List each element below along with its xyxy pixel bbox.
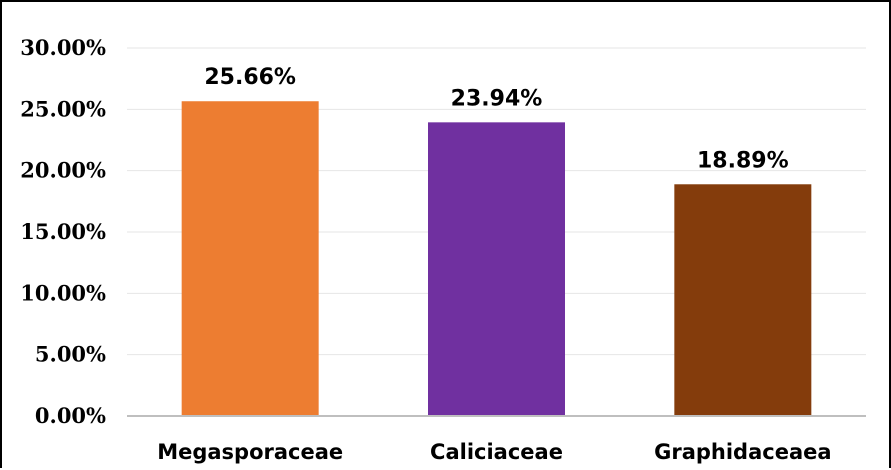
bar-caliciaceae: [428, 122, 565, 416]
data-label: 25.66%: [204, 65, 296, 90]
y-tick-label: 10.00%: [20, 280, 106, 305]
category-label: Caliciaceae: [430, 440, 563, 464]
data-label: 23.94%: [451, 86, 543, 111]
y-tick-label: 30.00%: [20, 35, 106, 60]
y-tick-label: 15.00%: [20, 219, 106, 244]
bar-graphidaceaea: [674, 184, 812, 416]
x-axis-category-labels: Megasporaceae Caliciaceae Graphidaceaea: [157, 440, 831, 464]
category-label: Graphidaceaea: [654, 440, 831, 464]
y-axis-tick-labels: 0.00% 5.00% 10.00% 15.00% 20.00% 25.00% 30.00%: [20, 35, 106, 428]
data-label: 18.89%: [697, 148, 789, 173]
y-tick-label: 5.00%: [35, 342, 106, 367]
category-label: Megasporaceae: [157, 440, 343, 464]
y-tick-label: 25.00%: [20, 96, 106, 121]
bar-megasporaceae: [181, 101, 319, 416]
y-tick-label: 0.00%: [35, 403, 106, 428]
bars: [181, 101, 812, 416]
y-tick-label: 20.00%: [20, 158, 106, 183]
data-labels: 25.66% 23.94% 18.89%: [204, 65, 788, 173]
